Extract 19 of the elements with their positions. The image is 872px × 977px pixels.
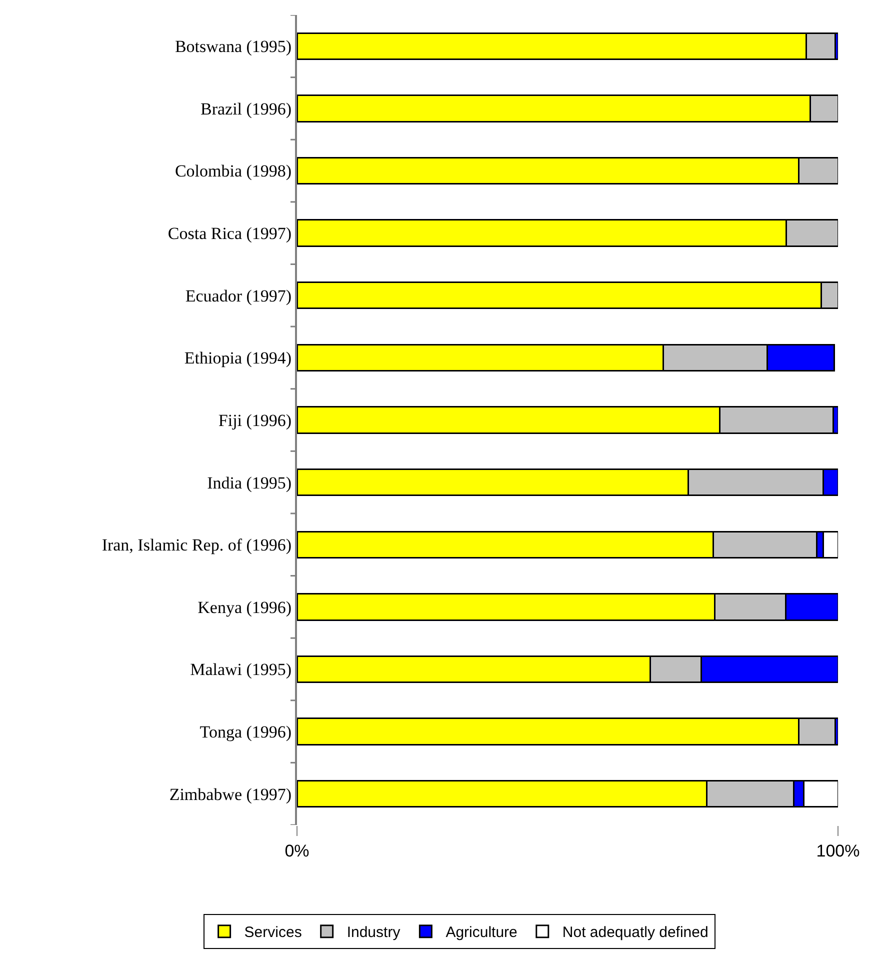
- legend-label: Industry: [346, 924, 401, 942]
- y-tick-label: Iran, Islamic Rep. of (1996): [102, 536, 292, 555]
- y-tick-label: Ethiopia (1994): [184, 348, 292, 368]
- y-tick-label: Costa Rica (1997): [168, 224, 292, 244]
- y-tick-label: Zimbabwe (1997): [169, 784, 292, 804]
- y-tick-label: India (1995): [207, 473, 292, 492]
- legend-label: Services: [244, 924, 302, 942]
- y-tick-label: Ecuador (1997): [185, 286, 292, 306]
- legend-label: Not adequatly defined: [562, 924, 708, 942]
- legend-label: Agriculture: [446, 924, 518, 942]
- x-tick-label: 100%: [816, 841, 860, 860]
- y-tick-label: Colombia (1998): [174, 162, 292, 181]
- y-tick-label: Tonga (1996): [200, 722, 292, 742]
- y-tick-label: Botswana (1995): [174, 37, 292, 56]
- y-tick-label: Fiji (1996): [218, 410, 292, 430]
- y-tick-label: Malawi (1995): [190, 660, 292, 680]
- y-tick-label: Brazil (1996): [200, 99, 292, 118]
- y-tick-label: Kenya (1996): [198, 598, 292, 617]
- x-tick-label: 0%: [284, 841, 310, 860]
